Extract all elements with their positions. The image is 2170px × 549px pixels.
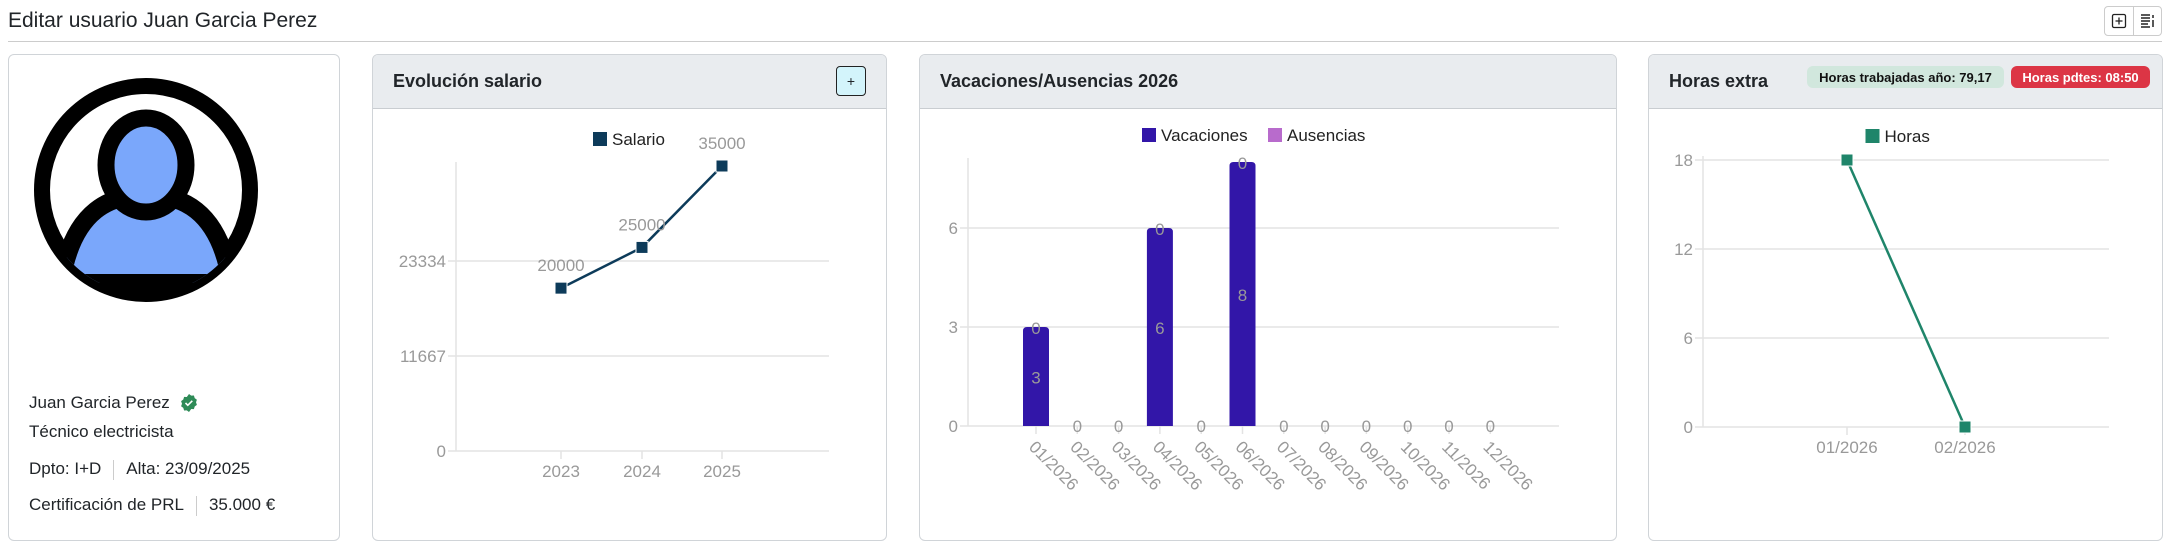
profile-card: Juan Garcia Perez Técnico electricista D…: [8, 54, 340, 541]
vacation-card: Vacaciones/Ausencias 2026 0 3 6 01/2026 02/2…: [919, 54, 1617, 541]
series-line: [1845, 159, 1967, 428]
legend-swatch: [1268, 128, 1282, 142]
legend-label: Horas: [1885, 127, 1930, 146]
bar-value-label: 0: [1031, 319, 1040, 338]
profile-job-title: Técnico electricista: [29, 422, 174, 441]
separator: [113, 459, 115, 480]
overtime-chart: 0 6 12 18 01/2026 02/2026 Horas: [1674, 127, 2109, 457]
plus-square-icon[interactable]: [2105, 7, 2133, 35]
separator: [195, 495, 197, 516]
data-label: 35000: [698, 134, 745, 153]
bar-vacaciones: [1023, 327, 1049, 426]
overtime-card: Horas extra Horas trabajadas año: 79,17 …: [1648, 54, 2163, 541]
legend-label: Ausencias: [1287, 126, 1365, 145]
salary-chart: 0 11667 23334 2023 2024 2025 Salario 20000 25000…: [399, 130, 829, 481]
title-divider: [8, 41, 2162, 42]
x-tick-label: 2023: [542, 462, 580, 481]
profile-name-row: Juan Garcia Perez: [29, 393, 199, 413]
profile-name: Juan Garcia Perez: [29, 393, 170, 412]
data-point: [1840, 153, 1854, 167]
profile-certification: Certificación de PRL: [29, 495, 184, 514]
bar-value-label: 0: [1114, 417, 1123, 436]
salary-card-title: Evolución salario: [393, 71, 543, 91]
list-detail-icon[interactable]: [2132, 7, 2162, 35]
bar-value-label: 0: [1320, 417, 1329, 436]
profile-hire-date: Alta: 23/09/2025: [126, 459, 251, 478]
x-tick-label: 01/2026: [1816, 438, 1877, 457]
bar-vacaciones: [1229, 162, 1256, 426]
legend-swatch: [593, 132, 607, 146]
bar-value-label: 3: [1031, 369, 1040, 388]
profile-department: Dpto: I+D: [29, 459, 102, 478]
vacation-card-title: Vacaciones/Ausencias 2026: [940, 71, 1179, 91]
vacation-chart: 03601/202602/202603/202604/202605/202606…: [949, 126, 1559, 494]
data-point: [635, 240, 649, 254]
data-point: [1958, 420, 1972, 434]
profile-cert-row: Certificación de PRL 35.000 €: [29, 495, 275, 516]
page-title: Editar usuario Juan Garcia Perez: [8, 9, 318, 32]
bar-value-label: 6: [1155, 319, 1164, 338]
bar-vacaciones: [1146, 228, 1173, 426]
bar-value-label: 0: [1444, 417, 1453, 436]
pending-hours-badge: Horas pdtes: 08:50: [2011, 66, 2150, 88]
bar-value-label: 8: [1238, 286, 1247, 305]
data-label: 25000: [618, 215, 665, 234]
verified-check-icon: [180, 394, 197, 412]
x-tick-label: 2025: [703, 462, 741, 481]
add-salary-button[interactable]: +: [836, 66, 866, 96]
legend-label: Vacaciones: [1161, 126, 1248, 145]
data-point: [715, 159, 729, 173]
data-label: 20000: [537, 256, 584, 275]
overtime-card-header: Horas extra Horas trabajadas año: 79,17 …: [1649, 55, 2162, 109]
y-tick-label: 12: [1674, 240, 1693, 259]
bar-value-label: 0: [1196, 417, 1205, 436]
profile-salary: 35.000 €: [208, 495, 276, 514]
vacation-card-header: Vacaciones/Ausencias 2026: [920, 55, 1616, 109]
bar-value-label: 0: [1486, 417, 1495, 436]
y-tick-label: 0: [949, 417, 958, 436]
overtime-card-title: Horas extra: [1669, 71, 1769, 91]
y-tick-label: 6: [1684, 329, 1693, 348]
y-tick-label: 6: [949, 219, 958, 238]
y-tick-label: 11667: [400, 347, 446, 366]
y-tick-label: 0: [437, 442, 446, 461]
data-point: [554, 281, 568, 295]
header-toolbar: [2104, 6, 2162, 36]
bar-value-label: 0: [1403, 417, 1412, 436]
profile-dept-row: Dpto: I+D Alta: 23/09/2025: [29, 459, 250, 480]
y-tick-label: 3: [949, 318, 958, 337]
bar-value-label: 0: [1238, 154, 1247, 173]
salary-card: Evolución salario + 0 11667 23334 2023 2024 2…: [372, 54, 887, 541]
y-tick-label: 18: [1674, 151, 1693, 170]
salary-card-header: Evolución salario +: [373, 55, 886, 109]
legend-label: Salario: [612, 130, 665, 149]
bar-value-label: 0: [1279, 417, 1288, 436]
worked-hours-badge: Horas trabajadas año: 79,17: [1807, 66, 2004, 88]
x-tick-label: 2024: [623, 462, 661, 481]
y-tick-label: 0: [1684, 418, 1693, 437]
x-tick-label: 02/2026: [1934, 438, 1995, 457]
avatar: [34, 78, 258, 302]
y-tick-label: 23334: [399, 252, 446, 271]
bar-value-label: 0: [1362, 417, 1371, 436]
legend-swatch: [1142, 128, 1156, 142]
bar-value-label: 0: [1155, 220, 1164, 239]
bar-value-label: 0: [1073, 417, 1082, 436]
legend-swatch: [1865, 129, 1880, 143]
